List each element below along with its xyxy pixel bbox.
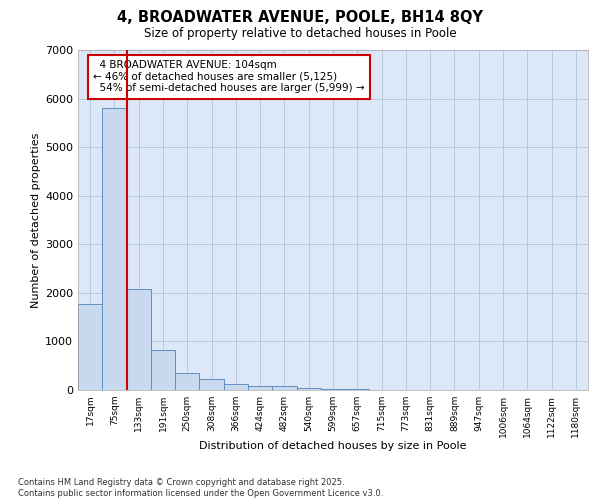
Text: 4, BROADWATER AVENUE, POOLE, BH14 8QY: 4, BROADWATER AVENUE, POOLE, BH14 8QY <box>117 10 483 25</box>
Text: Contains HM Land Registry data © Crown copyright and database right 2025.
Contai: Contains HM Land Registry data © Crown c… <box>18 478 383 498</box>
Bar <box>345 388 370 390</box>
Text: 4 BROADWATER AVENUE: 104sqm
← 46% of detached houses are smaller (5,125)
  54% o: 4 BROADWATER AVENUE: 104sqm ← 46% of det… <box>94 60 365 94</box>
Bar <box>321 388 345 390</box>
Bar <box>296 388 321 390</box>
Text: Size of property relative to detached houses in Poole: Size of property relative to detached ho… <box>143 28 457 40</box>
Bar <box>272 386 296 390</box>
Bar <box>224 384 248 390</box>
Y-axis label: Number of detached properties: Number of detached properties <box>31 132 41 308</box>
Bar <box>127 289 151 390</box>
Bar <box>78 304 102 390</box>
Bar <box>151 350 175 390</box>
X-axis label: Distribution of detached houses by size in Poole: Distribution of detached houses by size … <box>199 441 467 451</box>
Bar <box>175 372 199 390</box>
Bar <box>102 108 127 390</box>
Bar <box>248 386 272 390</box>
Bar <box>199 380 224 390</box>
